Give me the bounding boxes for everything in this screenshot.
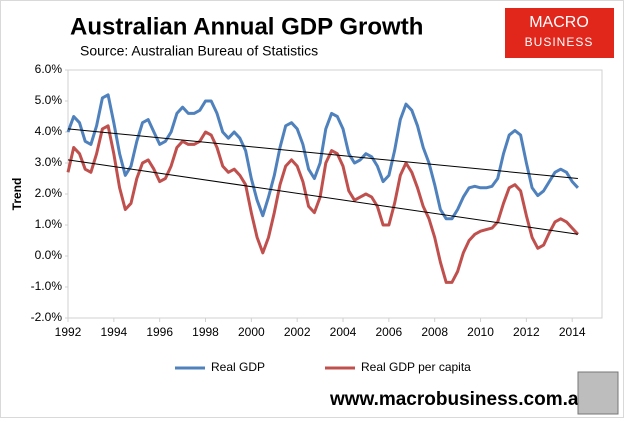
- x-tick-label: 2002: [284, 325, 311, 339]
- y-axis-label: Trend: [10, 178, 24, 211]
- y-tick-label: 3.0%: [35, 155, 63, 169]
- x-tick-label: 2012: [513, 325, 540, 339]
- logo-text: BUSINESS: [525, 35, 594, 49]
- x-tick-label: 2008: [421, 325, 448, 339]
- y-tick-label: 1.0%: [35, 217, 63, 231]
- y-tick-label: -2.0%: [31, 310, 63, 324]
- logo-text: MACRO: [529, 14, 589, 31]
- series-line: [66, 93, 580, 221]
- x-tick-label: 2014: [559, 325, 586, 339]
- x-tick-label: 1994: [100, 325, 127, 339]
- series-line: [66, 124, 580, 284]
- legend-label: Real GDP per capita: [361, 360, 471, 374]
- x-tick-label: 1998: [192, 325, 219, 339]
- trend-line: [67, 159, 578, 235]
- y-tick-label: 6.0%: [35, 62, 63, 76]
- url: www.macrobusiness.com.au: [329, 389, 590, 410]
- x-tick-label: 2010: [467, 325, 494, 339]
- y-tick-label: -1.0%: [31, 279, 63, 293]
- chart-subtitle: Source: Australian Bureau of Statistics: [80, 43, 318, 59]
- x-tick-label: 1996: [146, 325, 173, 339]
- y-tick-label: 4.0%: [35, 124, 63, 138]
- chart-title: Australian Annual GDP Growth: [70, 13, 423, 40]
- x-tick-label: 2006: [376, 325, 403, 339]
- trend-line: [67, 128, 578, 179]
- x-tick-label: 2000: [238, 325, 265, 339]
- wolf-logo: [577, 371, 619, 415]
- y-tick-label: 2.0%: [35, 186, 63, 200]
- y-tick-label: 5.0%: [35, 93, 63, 107]
- x-tick-label: 2004: [330, 325, 357, 339]
- logo-box: [505, 8, 614, 58]
- x-tick-label: 1992: [55, 325, 82, 339]
- y-tick-label: 0.0%: [35, 248, 63, 262]
- legend-label: Real GDP: [211, 360, 265, 374]
